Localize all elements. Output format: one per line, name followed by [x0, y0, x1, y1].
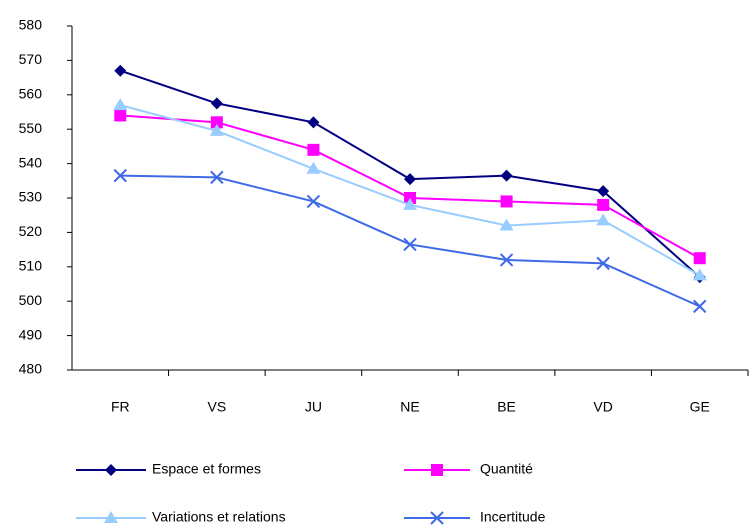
x-tick-label: VS	[208, 399, 227, 415]
y-tick-label: 580	[19, 17, 43, 33]
y-tick-label: 550	[19, 120, 43, 136]
x-tick-label: FR	[111, 399, 130, 415]
y-tick-label: 530	[19, 189, 43, 205]
marker	[693, 252, 706, 265]
marker	[693, 299, 707, 314]
y-tick-label: 480	[19, 361, 43, 377]
x-tick-label: VD	[593, 399, 612, 415]
marker	[306, 194, 321, 209]
marker	[403, 197, 417, 210]
series-line	[120, 114, 701, 260]
x-tick-label: GE	[690, 399, 710, 415]
marker	[692, 268, 707, 281]
marker	[404, 173, 416, 186]
y-tick-label: 500	[19, 292, 43, 308]
y-tick-label: 520	[19, 223, 43, 239]
marker	[210, 170, 224, 185]
y-tick-label: 540	[19, 154, 43, 170]
x-tick-label: NE	[400, 399, 419, 415]
marker	[113, 98, 128, 111]
legend-label: Variations et relations	[152, 509, 286, 525]
legend-marker	[105, 464, 117, 476]
y-tick-label: 560	[19, 86, 43, 102]
marker	[113, 168, 127, 183]
marker	[114, 64, 127, 77]
series-line	[120, 104, 701, 277]
marker	[500, 195, 513, 208]
marker	[114, 109, 127, 122]
legend-marker	[431, 464, 443, 476]
marker	[499, 218, 514, 231]
marker	[209, 123, 224, 136]
marker	[306, 161, 321, 174]
marker	[597, 198, 610, 211]
marker	[597, 185, 610, 198]
legend-label: Espace et formes	[152, 461, 261, 477]
y-tick-label: 490	[19, 326, 43, 342]
marker	[596, 256, 610, 271]
marker	[210, 116, 223, 129]
y-tick-label: 570	[19, 51, 43, 67]
marker	[210, 97, 223, 110]
marker	[403, 237, 417, 252]
marker	[307, 116, 320, 129]
legend-marker	[104, 511, 118, 523]
legend-label: Quantité	[480, 461, 533, 477]
marker	[499, 253, 514, 267]
legend-label: Incertitude	[480, 509, 546, 525]
y-tick-label: 510	[19, 258, 43, 274]
legend-marker	[430, 511, 444, 525]
x-tick-label: BE	[497, 399, 516, 415]
x-tick-label: JU	[305, 399, 322, 415]
marker	[307, 143, 320, 156]
marker	[500, 169, 513, 182]
marker	[596, 213, 611, 226]
